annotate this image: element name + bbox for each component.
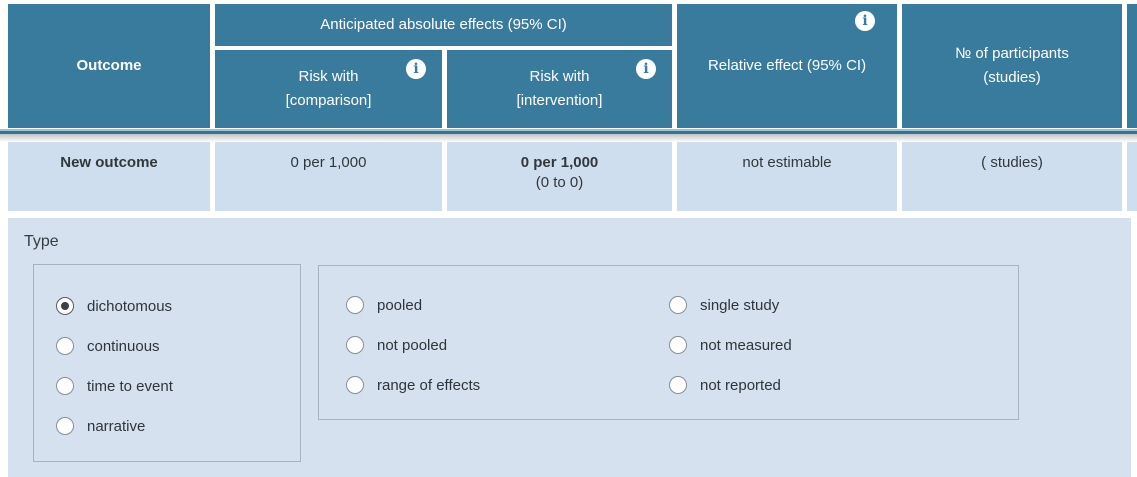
radio-label: not pooled	[377, 336, 448, 354]
radio-label: not measured	[700, 336, 792, 354]
radio-button[interactable]	[346, 296, 364, 314]
radio-button[interactable]	[56, 377, 74, 395]
radio-button[interactable]	[56, 417, 74, 435]
radio-dichotomous[interactable]: dichotomous	[56, 286, 300, 326]
header-relative-effect-label: Relative effect (95% CI)	[707, 57, 867, 74]
radio-label: pooled	[377, 296, 423, 314]
metric-column-2: single study not measured not reported	[669, 285, 792, 405]
participants-line1: № of participants	[955, 45, 1069, 62]
row-cell-clipped	[1127, 142, 1137, 211]
risk-intervention-value: 0 per 1,000	[520, 154, 599, 171]
radio-button[interactable]	[56, 337, 74, 355]
risk-intervention-ci: (0 to 0)	[535, 174, 584, 191]
relative-effect-value: not estimable	[742, 154, 832, 171]
risk-intervention-line2: [intervention]	[516, 92, 603, 109]
radio-label: not reported	[700, 376, 781, 394]
evidence-table-header: Outcome Anticipated absolute effects (95…	[8, 4, 1137, 128]
radio-not-measured[interactable]: not measured	[669, 325, 792, 365]
header-cell-clipped	[1127, 4, 1137, 128]
type-label: Type	[24, 233, 59, 250]
divider-shadow	[0, 134, 1137, 142]
radio-button[interactable]	[56, 297, 74, 315]
participants-value: ( studies)	[981, 154, 1043, 171]
row-cell-risk-intervention[interactable]: 0 per 1,000 (0 to 0)	[447, 142, 672, 211]
outcome-edit-panel: Type dichotomous continuous time to even…	[8, 218, 1131, 477]
risk-comparison-line2: [comparison]	[285, 92, 372, 109]
row-cell-relative-effect[interactable]: not estimable	[677, 142, 897, 211]
risk-intervention-line1: Risk with	[529, 68, 590, 85]
radio-not-reported[interactable]: not reported	[669, 365, 792, 405]
radio-continuous[interactable]: continuous	[56, 326, 300, 366]
row-cell-risk-comparison[interactable]: 0 per 1,000	[215, 142, 442, 211]
radio-time-to-event[interactable]: time to event	[56, 366, 300, 406]
header-cell-risk-comparison: Risk with [comparison] i	[215, 50, 442, 128]
radio-pooled[interactable]: pooled	[346, 285, 480, 325]
row-cell-outcome[interactable]: New outcome	[8, 142, 210, 211]
radio-label: narrative	[87, 417, 146, 435]
header-cell-relative-effect: Relative effect (95% CI) i	[677, 4, 897, 128]
header-cell-participants: № of participants (studies)	[902, 4, 1122, 128]
radio-narrative[interactable]: narrative	[56, 406, 300, 446]
radio-label: time to event	[87, 377, 173, 395]
header-cell-risk-intervention: Risk with [intervention] i	[447, 50, 672, 128]
divider-line	[0, 131, 1137, 134]
radio-label: continuous	[87, 337, 160, 355]
radio-button[interactable]	[669, 376, 687, 394]
metric-radio-group: pooled not pooled range of effects singl…	[318, 265, 1019, 420]
metric-column-1: pooled not pooled range of effects	[346, 285, 480, 405]
radio-button[interactable]	[669, 336, 687, 354]
header-divider	[0, 129, 1137, 142]
risk-comparison-value: 0 per 1,000	[290, 154, 367, 171]
divider-highlight	[0, 129, 1137, 131]
info-icon[interactable]: i	[636, 59, 656, 79]
risk-comparison-line1: Risk with	[298, 68, 359, 85]
radio-range-of-effects[interactable]: range of effects	[346, 365, 480, 405]
radio-label: single study	[700, 296, 780, 314]
radio-button[interactable]	[346, 336, 364, 354]
header-absolute-effects-label: Anticipated absolute effects (95% CI)	[320, 16, 567, 33]
outcome-name: New outcome	[60, 154, 158, 171]
info-icon[interactable]: i	[406, 59, 426, 79]
radio-label: range of effects	[377, 376, 481, 394]
participants-line2: (studies)	[983, 69, 1041, 86]
outcome-table-row: New outcome 0 per 1,000 0 per 1,000 (0 t…	[8, 142, 1137, 211]
info-icon[interactable]: i	[855, 11, 875, 31]
radio-button[interactable]	[346, 376, 364, 394]
header-outcome-label: Outcome	[76, 57, 142, 74]
radio-label: dichotomous	[87, 297, 173, 315]
type-radio-group: dichotomous continuous time to event nar…	[33, 264, 301, 462]
radio-button[interactable]	[669, 296, 687, 314]
row-cell-participants[interactable]: ( studies)	[902, 142, 1122, 211]
radio-not-pooled[interactable]: not pooled	[346, 325, 480, 365]
header-cell-outcome: Outcome	[8, 4, 210, 128]
radio-single-study[interactable]: single study	[669, 285, 792, 325]
header-cell-absolute-effects: Anticipated absolute effects (95% CI)	[215, 4, 672, 46]
